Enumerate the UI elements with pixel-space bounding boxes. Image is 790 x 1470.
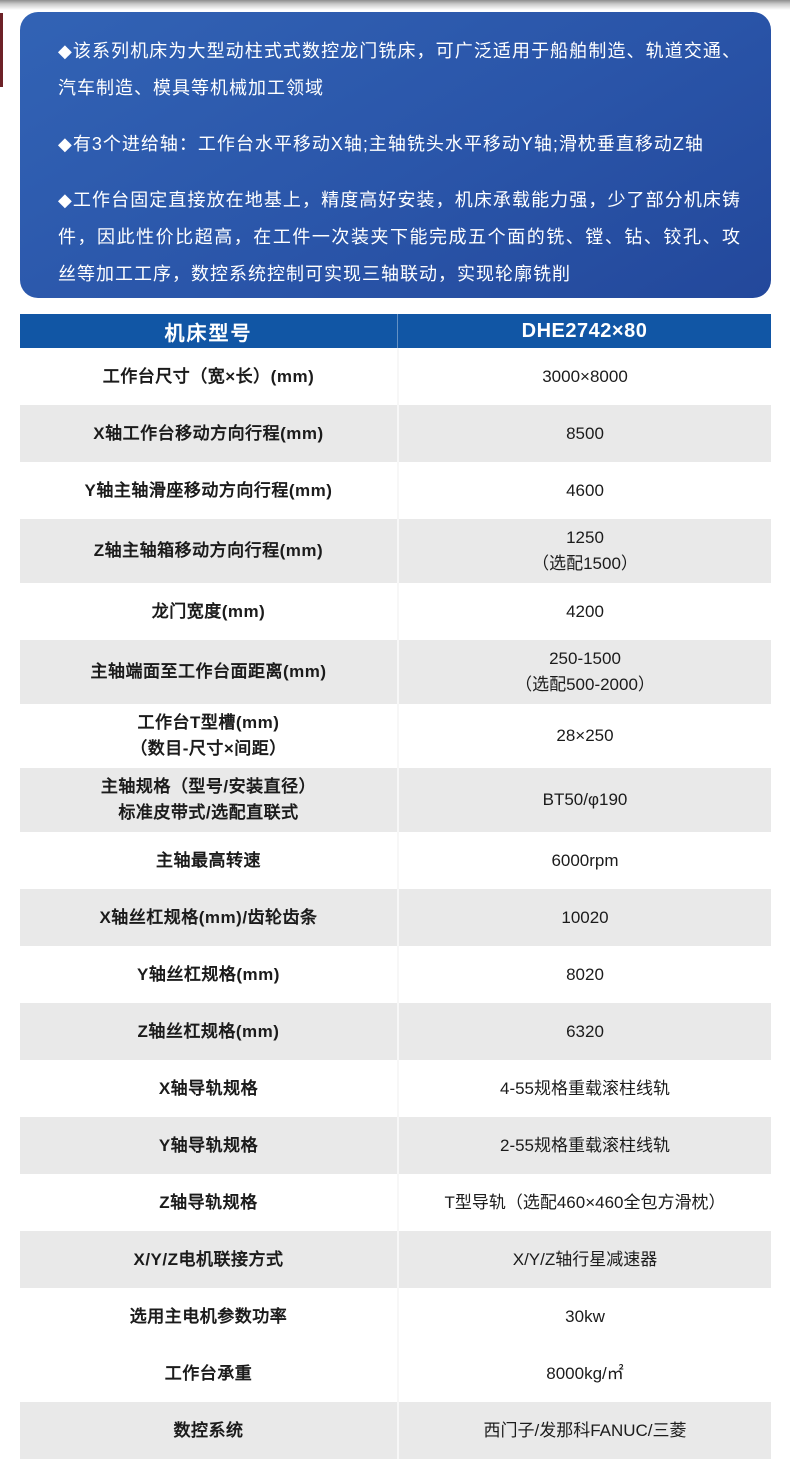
table-row: Z轴丝杠规格(mm) 6320 xyxy=(20,1003,771,1060)
row-param-label: 工作台尺寸（宽×长）(mm) xyxy=(102,366,315,386)
top-edge-shadow xyxy=(0,0,790,10)
table-row: 龙门宽度(mm) 4200 xyxy=(20,583,771,640)
row-param-value: 4-55规格重载滚柱线轨 xyxy=(397,1060,771,1117)
row-param-label: Z轴丝杠规格(mm) xyxy=(137,1021,280,1041)
row-param-label: Y轴丝杠规格(mm) xyxy=(137,964,280,984)
row-param-label: Z轴导轨规格 xyxy=(159,1192,258,1212)
row-param-value: 6320 xyxy=(397,1003,771,1060)
table-row: Y轴丝杠规格(mm) 8020 xyxy=(20,946,771,1003)
spec-table-rows: 工作台尺寸（宽×长）(mm) 3000×8000 X轴工作台移动方向行程(mm)… xyxy=(20,348,771,1459)
row-param-label: 主轴最高转速 xyxy=(156,850,261,870)
row-param-label: Y轴主轴滑座移动方向行程(mm) xyxy=(84,480,333,500)
spec-table: 机床型号 DHE2742×80 工作台尺寸（宽×长）(mm) 3000×8000… xyxy=(20,314,771,1459)
row-param-label: 数控系统 xyxy=(173,1420,244,1440)
row-param-value: 6000rpm xyxy=(397,832,771,889)
row-param-label: 主轴规格（型号/安装直径） 标准皮带式/选配直联式 xyxy=(100,777,317,822)
intro-bullet: ◆工作台固定直接放在地基上，精度高好安装，机床承载能力强，少了部分机床铸件，因此… xyxy=(58,190,741,284)
row-param-value: 8500 xyxy=(397,405,771,462)
table-row: 主轴端面至工作台面距离(mm) 250-1500 （选配500-2000） xyxy=(20,640,771,704)
row-param-label: 工作台承重 xyxy=(164,1363,253,1383)
row-param-value: 30kw xyxy=(397,1288,771,1345)
row-param-value: 8000kg/㎡ xyxy=(397,1345,771,1402)
table-row: X轴丝杠规格(mm)/齿轮齿条 10020 xyxy=(20,889,771,946)
row-param-value: 3000×8000 xyxy=(397,348,771,405)
table-row: Y轴导轨规格 2-55规格重载滚柱线轨 xyxy=(20,1117,771,1174)
table-row: 工作台承重 8000kg/㎡ xyxy=(20,1345,771,1402)
intro-bullet: ◆有3个进给轴：工作台水平移动X轴;主轴铣头水平移动Y轴;滑枕垂直移动Z轴 xyxy=(58,134,704,154)
table-row: 主轴规格（型号/安装直径） 标准皮带式/选配直联式 BT50/φ190 xyxy=(20,768,771,832)
row-param-label: 选用主电机参数功率 xyxy=(129,1306,288,1326)
header-param-label: 机床型号 xyxy=(164,322,253,345)
row-param-value: 西门子/发那科FANUC/三菱 xyxy=(397,1402,771,1459)
intro-bullet-list: ◆该系列机床为大型动柱式式数控龙门铣床，可广泛适用于船舶制造、轨道交通、汽车制造… xyxy=(58,33,741,293)
table-row: X轴工作台移动方向行程(mm) 8500 xyxy=(20,405,771,462)
intro-bullet: ◆该系列机床为大型动柱式式数控龙门铣床，可广泛适用于船舶制造、轨道交通、汽车制造… xyxy=(58,41,741,98)
row-param-label: X轴丝杠规格(mm)/齿轮齿条 xyxy=(99,907,318,927)
row-param-label: Z轴主轴箱移动方向行程(mm) xyxy=(93,541,324,560)
row-param-value: 4600 xyxy=(397,462,771,519)
row-param-label: 龙门宽度(mm) xyxy=(151,601,266,621)
row-param-label: X/Y/Z电机联接方式 xyxy=(133,1249,284,1269)
row-param-label: 工作台T型槽(mm) （数目-尺寸×间距） xyxy=(130,713,287,758)
row-param-value: BT50/φ190 xyxy=(397,768,771,832)
row-param-label: X轴导轨规格 xyxy=(158,1078,259,1098)
table-row: X/Y/Z电机联接方式 X/Y/Z轴行星减速器 xyxy=(20,1231,771,1288)
table-row: 工作台尺寸（宽×长）(mm) 3000×8000 xyxy=(20,348,771,405)
intro-panel: ◆该系列机床为大型动柱式式数控龙门铣床，可广泛适用于船舶制造、轨道交通、汽车制造… xyxy=(20,12,771,298)
header-model-value: DHE2742×80 xyxy=(397,314,771,348)
table-row: X轴导轨规格 4-55规格重载滚柱线轨 xyxy=(20,1060,771,1117)
table-row: Y轴主轴滑座移动方向行程(mm) 4600 xyxy=(20,462,771,519)
row-param-value: 1250 （选配1500） xyxy=(397,519,771,583)
left-edge-accent xyxy=(0,13,3,87)
row-param-label: Y轴导轨规格 xyxy=(158,1135,259,1155)
table-row: 主轴最高转速 6000rpm xyxy=(20,832,771,889)
row-param-value: 28×250 xyxy=(397,704,771,768)
row-param-label: 主轴端面至工作台面距离(mm) xyxy=(90,662,327,681)
table-row: Z轴主轴箱移动方向行程(mm) 1250 （选配1500） xyxy=(20,519,771,583)
row-param-value: 2-55规格重载滚柱线轨 xyxy=(397,1117,771,1174)
row-param-label: X轴工作台移动方向行程(mm) xyxy=(93,423,324,443)
table-row: 工作台T型槽(mm) （数目-尺寸×间距） 28×250 xyxy=(20,704,771,768)
table-row: 选用主电机参数功率 30kw xyxy=(20,1288,771,1345)
row-param-value: X/Y/Z轴行星减速器 xyxy=(397,1231,771,1288)
table-row: Z轴导轨规格 T型导轨（选配460×460全包方滑枕） xyxy=(20,1174,771,1231)
row-param-value: 10020 xyxy=(397,889,771,946)
row-param-value: T型导轨（选配460×460全包方滑枕） xyxy=(397,1174,771,1231)
spec-table-header: 机床型号 DHE2742×80 xyxy=(20,314,771,348)
table-row: 数控系统 西门子/发那科FANUC/三菱 xyxy=(20,1402,771,1459)
row-param-value: 8020 xyxy=(397,946,771,1003)
row-param-value: 250-1500 （选配500-2000） xyxy=(397,640,771,704)
row-param-value: 4200 xyxy=(397,583,771,640)
